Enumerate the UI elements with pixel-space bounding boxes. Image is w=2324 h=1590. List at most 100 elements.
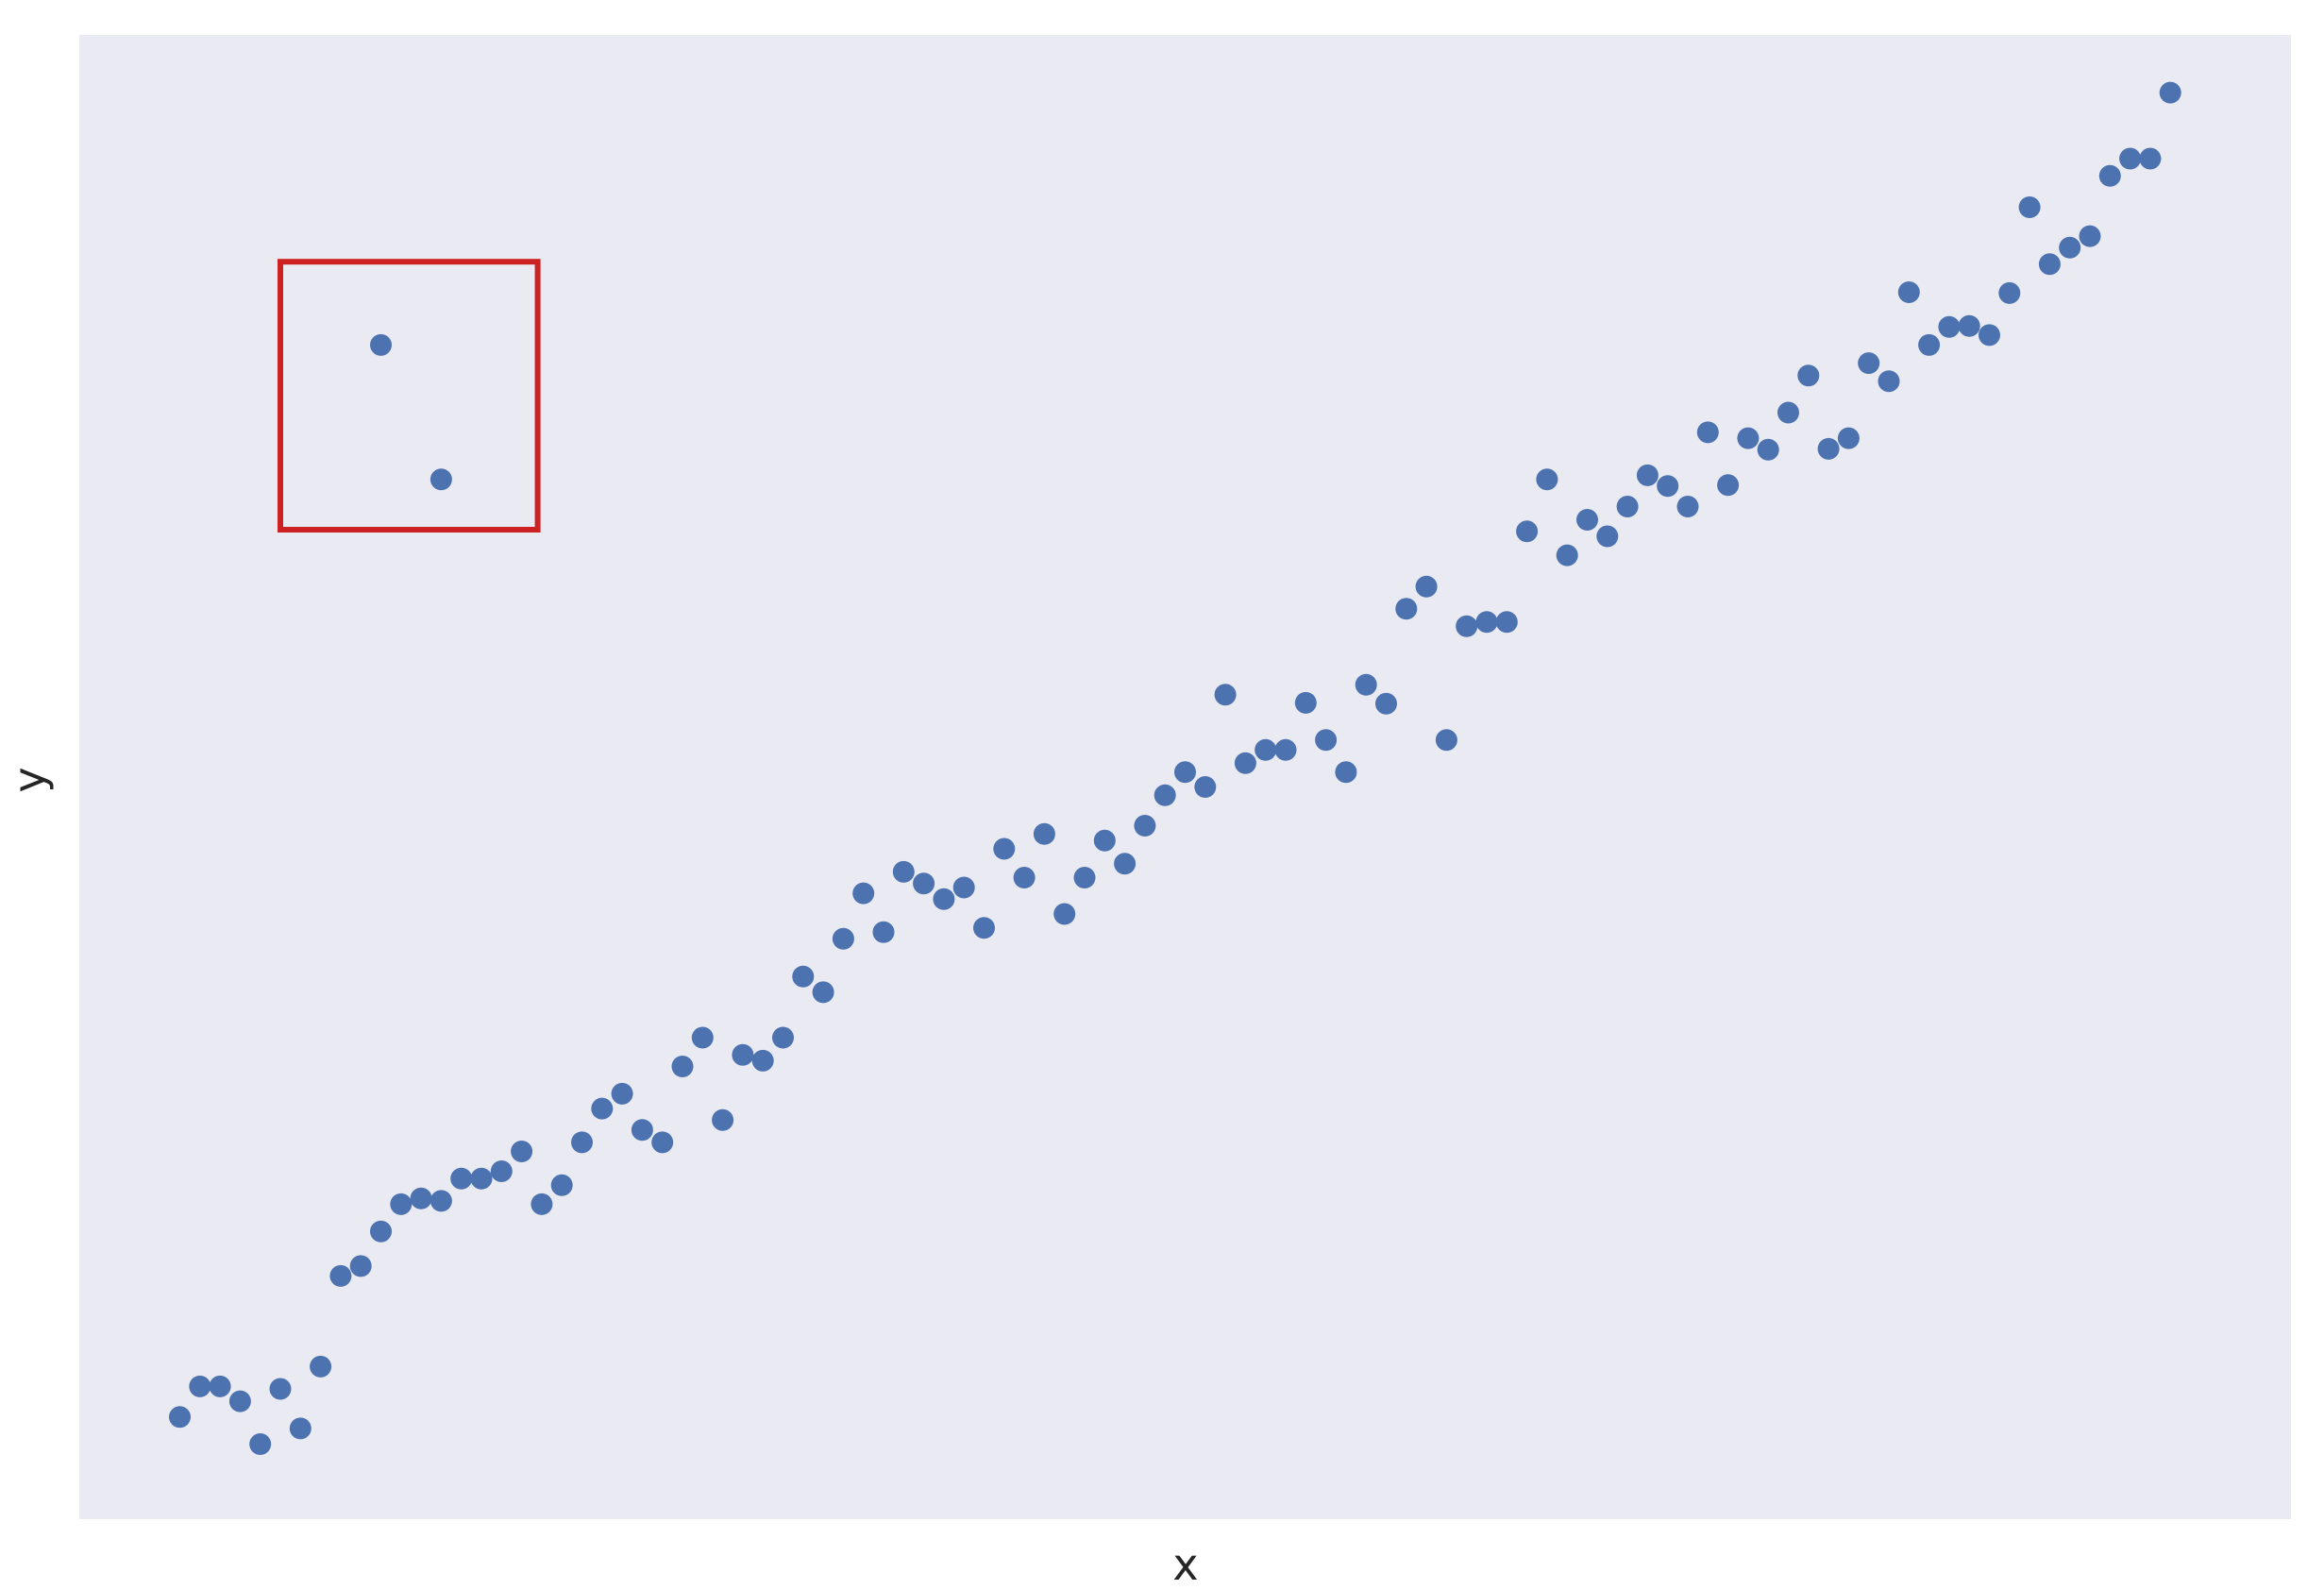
data-point [310,1355,332,1378]
data-point [1737,427,1760,449]
data-point [1174,761,1196,784]
data-point [1355,673,1377,696]
data-point [1234,752,1256,774]
data-point [872,921,895,943]
data-point [1938,315,1961,338]
data-point [892,860,915,883]
data-point [1053,903,1076,925]
data-point [812,981,834,1004]
data-point [349,1255,372,1277]
data-point [1294,691,1317,714]
data-point [1878,370,1900,393]
data-point [1858,352,1880,375]
data-point [691,1026,714,1049]
outlier-point [429,468,452,491]
x-axis-label: x [1172,1539,1198,1590]
data-point [1757,438,1779,461]
data-point [209,1375,231,1397]
data-point [1375,692,1397,715]
y-axis-label: y [4,767,55,792]
data-point [1435,729,1457,752]
data-point [611,1082,633,1105]
data-point [1717,474,1740,497]
data-point [370,1220,392,1243]
data-point [651,1131,674,1154]
data-point [1616,496,1639,517]
data-point [390,1192,413,1215]
data-point [1556,544,1578,567]
highlight-box [278,259,541,533]
data-point [1797,364,1820,387]
data-point [228,1390,251,1412]
outlier-point [370,333,392,356]
data-point [2098,164,2121,187]
data-point [189,1375,211,1397]
data-point [1636,464,1659,486]
data-point [1817,437,1840,460]
data-point [1576,509,1598,531]
data-point [1315,729,1338,752]
data-point [1013,867,1036,888]
data-point [2159,81,2181,104]
data-point [429,1190,452,1212]
data-point [1255,738,1277,761]
data-point [1033,822,1055,845]
data-point [1214,684,1237,706]
data-point [450,1167,473,1190]
data-point [973,917,995,939]
data-point [631,1119,653,1142]
data-point [571,1131,593,1154]
data-point [852,882,875,905]
data-point [2018,196,2041,218]
data-point [832,927,854,950]
data-point [1114,853,1137,875]
data-point [993,837,1016,860]
data-point [2059,236,2081,259]
data-point [933,888,955,910]
data-point [2119,147,2142,170]
data-point [1475,611,1498,634]
data-point [1897,281,1920,303]
data-point [490,1160,513,1182]
data-point [249,1433,272,1455]
data-point [2038,253,2061,276]
data-point [1415,575,1438,598]
data-point [1657,475,1679,498]
data-point [1979,324,2000,347]
data-point [1536,468,1558,491]
data-point [329,1264,352,1287]
data-point [1696,421,1719,444]
data-point [1456,615,1478,637]
data-point [1958,314,1980,337]
data-point [671,1056,694,1077]
data-point [470,1167,493,1190]
data-point [952,876,975,899]
data-point [591,1097,614,1120]
data-point [511,1141,533,1162]
data-point [169,1406,191,1429]
data-point [530,1192,553,1215]
data-point [751,1049,774,1072]
data-point [1998,281,2021,304]
data-point [1093,829,1116,852]
data-point [712,1108,734,1131]
data-point [1154,784,1176,806]
data-point [732,1043,754,1066]
data-point [1335,761,1357,784]
data-point [550,1174,573,1196]
data-point [2079,225,2101,247]
data-point [1918,333,1941,356]
data-point [289,1417,312,1440]
points-layer [169,81,2181,1455]
data-point [1073,867,1096,888]
data-point [1134,815,1156,837]
data-point [1495,611,1518,634]
data-point [1837,427,1860,449]
data-point [792,965,815,988]
data-point [410,1187,432,1209]
data-point [913,872,935,895]
data-point [772,1026,794,1049]
data-point [1194,776,1217,798]
data-point [2139,147,2162,170]
